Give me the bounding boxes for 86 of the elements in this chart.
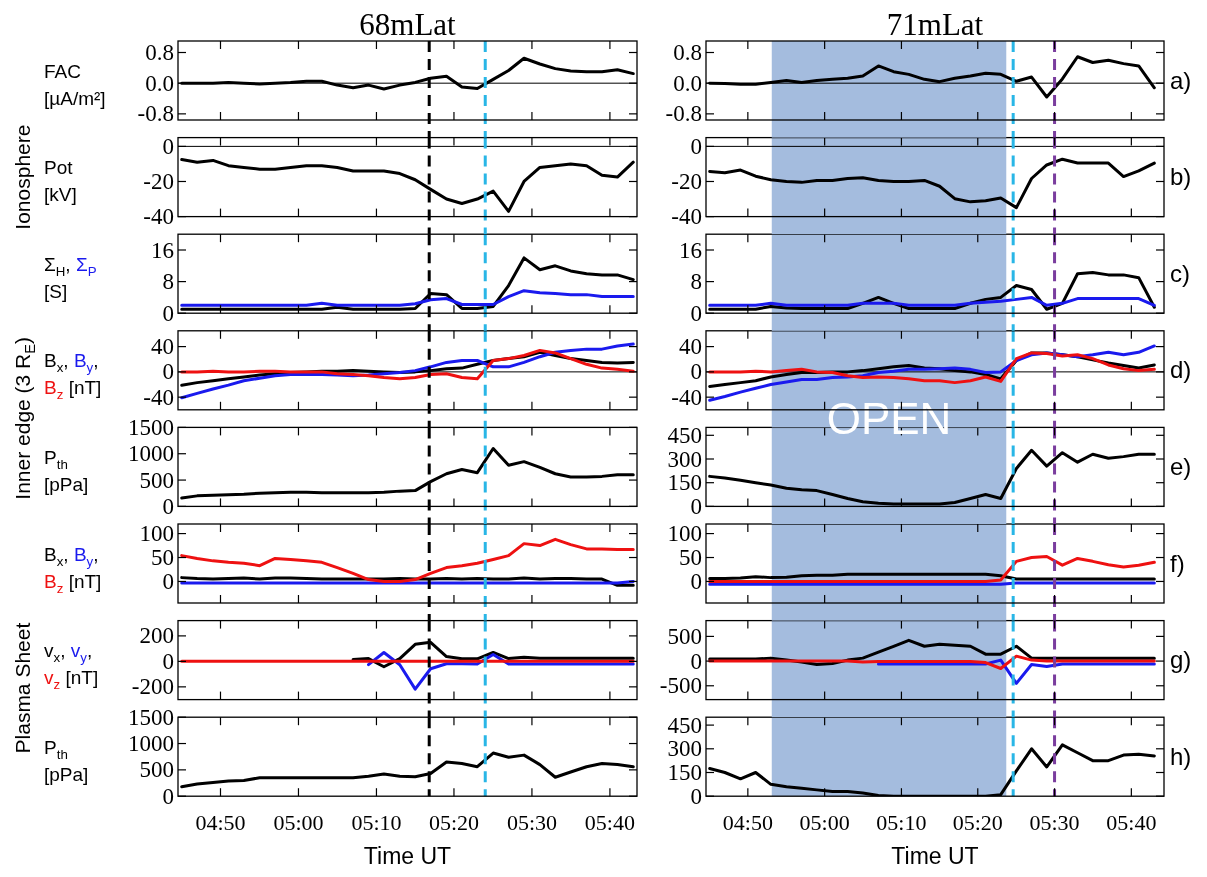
- x-tick-label: 05:10: [351, 810, 402, 836]
- y-tick-label: 100: [667, 521, 702, 547]
- text: f): [1170, 549, 1185, 577]
- x-axis-title: Time UT: [363, 843, 452, 870]
- y-tick-label: 0: [162, 359, 174, 385]
- y-tick-label: 0: [162, 569, 174, 595]
- y-tick-label: 50: [679, 545, 702, 571]
- y-tick-label: 0.0: [145, 70, 174, 96]
- y-tick-label: 0: [162, 493, 174, 519]
- x-tick-label: 05:40: [584, 810, 635, 836]
- text: d): [1170, 356, 1192, 384]
- chart-title: 68mLat: [359, 7, 457, 42]
- y-tick-label: 0: [162, 300, 174, 326]
- y-tick-label: 150: [667, 760, 702, 786]
- y-tick-label: 500: [667, 623, 702, 649]
- text: h): [1170, 742, 1192, 770]
- text: Plasma Sheet: [11, 622, 34, 754]
- text: Ionosphere: [11, 124, 34, 230]
- y-tick-label: 1000: [128, 731, 174, 757]
- x-tick-label: 05:00: [799, 810, 850, 836]
- y-tick-label: -40: [671, 204, 702, 230]
- x-tick-label: 05:00: [273, 810, 324, 836]
- chart-title: 71mLat: [886, 7, 984, 42]
- y-tick-label: 0: [690, 569, 702, 595]
- y-tick-label: 50: [151, 545, 174, 571]
- y-tick-label: 300: [667, 736, 702, 762]
- y-tick-label: -0.8: [665, 101, 702, 127]
- y-tick-label: 0: [690, 300, 702, 326]
- y-tick-label: 0: [690, 493, 702, 519]
- y-tick-label: 40: [151, 334, 174, 360]
- y-tick-label: -20: [143, 169, 174, 195]
- y-tick-label: 16: [151, 237, 174, 263]
- text: c): [1170, 259, 1190, 287]
- y-axis-title: P$_{th}$ [pPa]: [44, 446, 89, 495]
- y-tick-label: -20: [671, 169, 702, 195]
- y-tick-label: 1500: [128, 414, 174, 440]
- y-tick-label: 1000: [128, 441, 174, 467]
- y-tick-label: -40: [671, 384, 702, 410]
- x-tick-label: 05:30: [1029, 810, 1080, 836]
- y-tick-label: 0.8: [673, 40, 702, 66]
- y-axis-title: FAC [µA/m²]: [44, 60, 106, 109]
- text: b): [1170, 163, 1192, 191]
- y-tick-label: 0: [162, 133, 174, 159]
- y-axis-title: Pot [kV]: [44, 157, 77, 206]
- y-tick-label: 0.8: [145, 40, 174, 66]
- y-tick-label: 0: [690, 359, 702, 385]
- y-axis-title: P$_{th}$ [pPa]: [44, 736, 89, 785]
- y-tick-label: 8: [690, 269, 702, 295]
- y-tick-label: -0.8: [137, 101, 174, 127]
- y-tick-label: 0: [162, 783, 174, 809]
- y-tick-label: 500: [139, 757, 174, 783]
- x-tick-label: 05:20: [428, 810, 480, 836]
- x-tick-label: 05:40: [1106, 810, 1157, 836]
- y-tick-label: 300: [667, 446, 702, 472]
- text: e): [1170, 452, 1192, 480]
- y-tick-label: 1500: [128, 704, 174, 730]
- y-tick-label: -500: [659, 673, 702, 699]
- y-tick-label: 0: [690, 648, 702, 674]
- y-tick-label: 450: [667, 712, 702, 738]
- x-tick-label: 04:50: [722, 810, 773, 836]
- y-tick-label: 8: [162, 269, 174, 295]
- y-tick-label: -40: [143, 204, 174, 230]
- x-tick-label: 05:30: [506, 810, 557, 836]
- y-tick-label: 0: [690, 783, 702, 809]
- text: a): [1170, 66, 1192, 94]
- y-tick-label: 150: [667, 470, 702, 496]
- y-tick-label: 200: [139, 623, 174, 649]
- y-tick-label: 500: [139, 467, 174, 493]
- text: v$_{x}$, v$_{y}$, v$_{z}$ [nT]: [44, 640, 99, 693]
- y-tick-label: 40: [679, 334, 702, 360]
- text: g): [1170, 646, 1192, 674]
- y-tick-label: -200: [131, 674, 174, 700]
- y-tick-label: 0: [690, 133, 702, 159]
- text: B$_{x}$, B$_{y}$, B$_{z}$ [nT]: [44, 543, 102, 596]
- text: Σ$_{H}$, Σ$_{P}$ [S]: [44, 253, 97, 302]
- y-tick-label: 16: [679, 237, 702, 263]
- y-tick-label: 100: [139, 521, 174, 547]
- y-tick-label: 450: [667, 422, 702, 448]
- y-tick-label: -40: [143, 384, 174, 410]
- y-tick-label: 0.0: [673, 70, 702, 96]
- x-axis-title: Time UT: [891, 843, 979, 870]
- y-tick-label: 0: [162, 648, 174, 674]
- x-tick-label: 05:20: [952, 810, 1003, 836]
- text: B$_{x}$, B$_{y}$, B$_{z}$ [nT]: [44, 350, 102, 403]
- x-tick-label: 05:10: [876, 810, 927, 836]
- x-tick-label: 04:50: [195, 810, 246, 836]
